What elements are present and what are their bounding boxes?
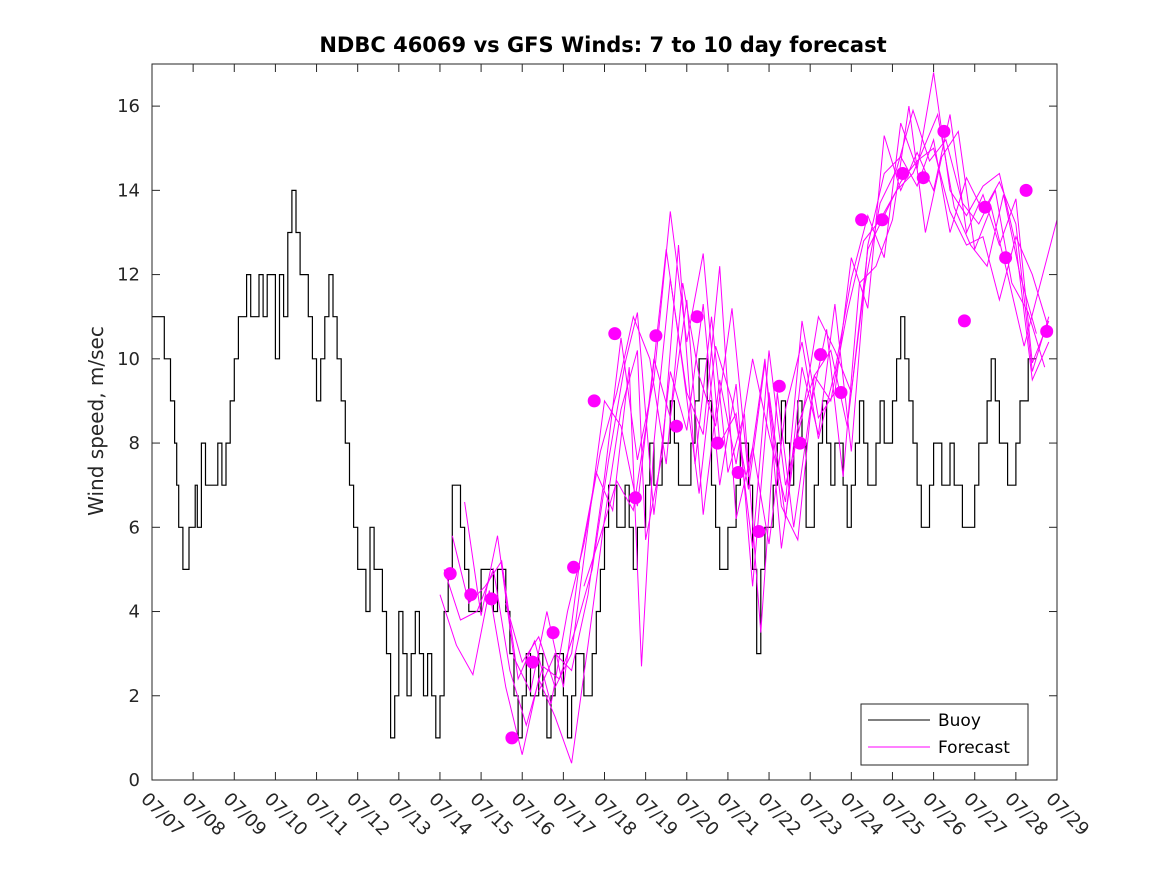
forecast-marker — [505, 731, 519, 745]
plot-area — [151, 63, 1058, 781]
forecast-marker — [484, 592, 498, 606]
forecast-series — [439, 72, 1058, 764]
chart-title: NDBC 46069 vs GFS Winds: 7 to 10 day for… — [319, 33, 886, 57]
forecast-marker — [772, 379, 786, 393]
forecast-marker — [731, 466, 745, 479]
y-tick-label: 2 — [129, 686, 140, 707]
forecast-marker — [752, 525, 766, 538]
forecast-marker — [567, 560, 581, 574]
forecast-marker — [957, 314, 971, 328]
forecast-marker — [916, 171, 930, 185]
y-tick-label: 12 — [117, 265, 140, 286]
legend-forecast-label: Forecast — [938, 738, 1010, 758]
forecast-marker — [628, 491, 642, 505]
forecast-marker — [670, 419, 683, 433]
y-tick-label: 4 — [129, 602, 140, 623]
forecast-marker — [814, 348, 827, 362]
forecast-markers — [443, 124, 1054, 745]
forecast-marker — [834, 386, 848, 399]
y-axis-label: Wind speed, m/sec — [84, 326, 108, 516]
forecast-marker — [793, 436, 807, 450]
legend-buoy-label: Buoy — [938, 711, 981, 731]
forecast-line-6 — [538, 147, 1050, 692]
legend: Buoy Forecast — [860, 703, 1029, 766]
forecast-marker — [587, 394, 601, 408]
legend-box — [860, 703, 1029, 766]
y-tick-label: 10 — [117, 349, 140, 370]
forecast-marker — [649, 329, 663, 343]
y-tick-label: 16 — [117, 96, 140, 117]
forecast-marker — [875, 213, 889, 227]
forecast-marker — [896, 167, 910, 180]
y-axis: 0 2 4 6 8 10 12 14 16 — [117, 96, 1057, 791]
forecast-marker — [546, 626, 560, 640]
y-tick-label: 8 — [129, 433, 140, 454]
forecast-line-4 — [451, 108, 1046, 705]
forecast-marker — [526, 655, 539, 669]
forecast-marker — [464, 588, 478, 602]
forecast-marker — [1019, 183, 1033, 197]
forecast-marker — [999, 251, 1013, 265]
forecast-marker — [937, 124, 951, 138]
forecast-marker — [711, 436, 725, 450]
plot-background — [152, 64, 1057, 780]
forecast-marker — [855, 213, 869, 227]
forecast-marker — [1040, 324, 1054, 338]
forecast-marker — [978, 200, 992, 214]
forecast-marker — [608, 327, 622, 341]
forecast-marker — [443, 567, 457, 581]
forecast-line-7 — [583, 112, 1037, 587]
y-tick-label: 6 — [129, 517, 140, 538]
y-tick-label: 0 — [129, 770, 140, 791]
y-tick-label: 14 — [117, 180, 140, 201]
forecast-marker — [690, 310, 704, 324]
